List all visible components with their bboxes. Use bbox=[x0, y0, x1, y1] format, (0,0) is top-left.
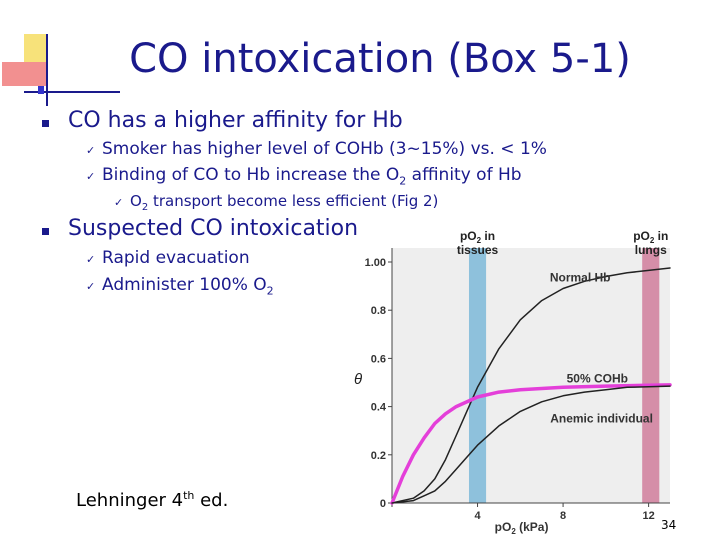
y-tick-label: 0 bbox=[380, 498, 386, 510]
bullet-marker-1 bbox=[42, 120, 49, 127]
y-tick-label: 0.8 bbox=[371, 305, 386, 317]
check-icon: ✓ bbox=[86, 170, 96, 183]
y-axis-label: θ bbox=[354, 371, 362, 388]
bullet-1-text: CO has a higher affinity for Hb bbox=[68, 108, 403, 133]
sub-bullet-smoker: Smoker has higher level of COHb (3~15%) … bbox=[102, 139, 547, 159]
corner-blue-line-vertical bbox=[46, 34, 48, 106]
sub-bullet-oxygen: Administer 100% O2 bbox=[102, 275, 274, 298]
plot-background bbox=[392, 248, 670, 503]
page-number: 34 bbox=[661, 518, 677, 532]
reference-citation: Lehninger 4th ed. bbox=[76, 489, 229, 511]
y-tick-label: 0.6 bbox=[371, 353, 386, 365]
corner-yellow-square bbox=[24, 34, 46, 64]
check-icon: ✓ bbox=[86, 144, 96, 157]
check-icon: ✓ bbox=[86, 280, 96, 293]
sub-bullet-evacuation: Rapid evacuation bbox=[102, 248, 250, 268]
y-tick-label: 0.4 bbox=[371, 402, 387, 414]
check-icon: ✓ bbox=[86, 253, 96, 266]
sub-bullet-binding: Binding of CO to Hb increase the O2 affi… bbox=[102, 165, 522, 188]
x-tick-label: 8 bbox=[560, 510, 566, 522]
sub-sub-bullet-transport: O2 transport become less efficient (Fig … bbox=[130, 192, 439, 213]
bullet-marker-2 bbox=[42, 228, 49, 235]
band-label-tissues: pO2 in bbox=[460, 229, 495, 245]
series-label-anemic-individual: Anemic individual bbox=[550, 411, 653, 425]
corner-blue-line-horizontal bbox=[24, 91, 120, 93]
corner-red-square bbox=[2, 62, 46, 86]
series-label-normal-hb: Normal Hb bbox=[550, 270, 611, 284]
corner-blue-accent bbox=[38, 86, 44, 94]
slide-title: CO intoxication (Box 5-1) bbox=[129, 36, 631, 82]
series-label-50-cohb: 50% COHb bbox=[567, 372, 628, 386]
band-lungs bbox=[642, 248, 660, 503]
series-line-anemic-individual bbox=[391, 385, 671, 504]
x-tick-label: 4 bbox=[474, 510, 481, 522]
series-line-50-cohb bbox=[390, 383, 672, 505]
band-label-line2-lungs: lungs bbox=[635, 243, 667, 257]
band-label-line2-tissues: tissues bbox=[457, 243, 499, 257]
band-tissues bbox=[468, 248, 487, 503]
band-label-lungs: pO2 in bbox=[633, 229, 668, 245]
x-tick-label: 12 bbox=[642, 510, 654, 522]
series-line-normal-hb bbox=[391, 267, 671, 504]
check-icon: ✓ bbox=[114, 196, 124, 209]
x-axis-label: pO2 (kPa) bbox=[495, 520, 549, 536]
y-tick-label: 1.00 bbox=[365, 257, 386, 269]
y-tick-label: 0.2 bbox=[371, 450, 386, 462]
bullet-2-text: Suspected CO intoxication bbox=[68, 216, 359, 241]
